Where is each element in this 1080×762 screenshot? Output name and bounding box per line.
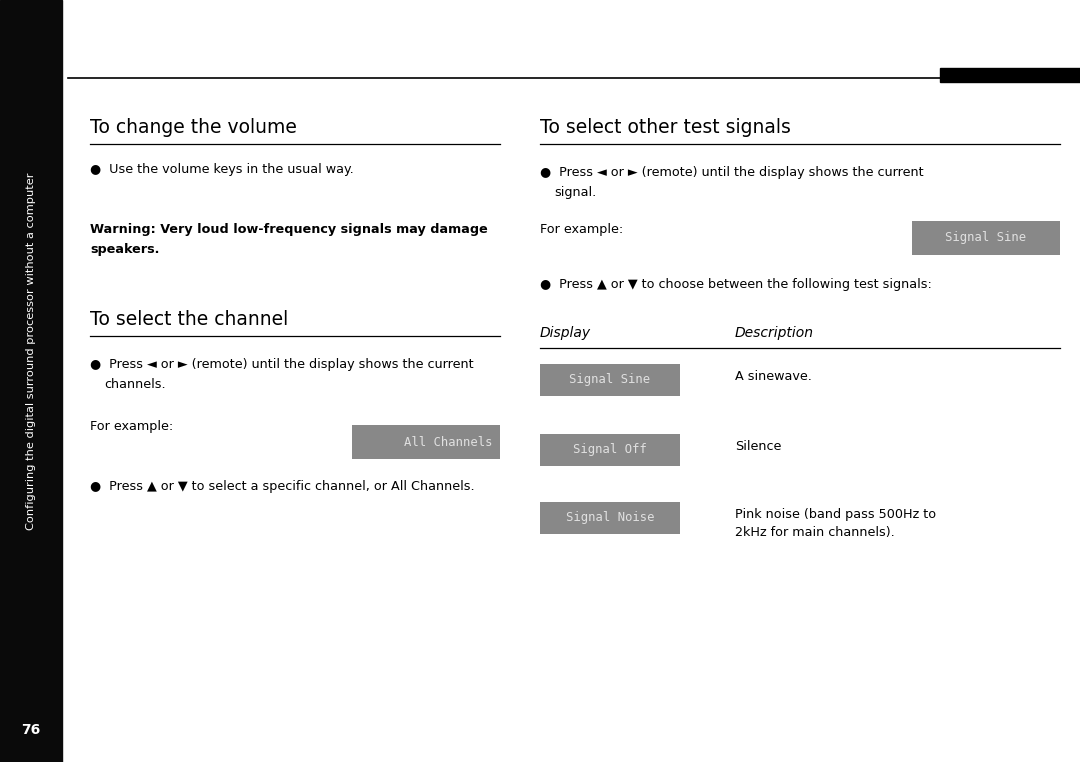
Text: Silence: Silence [735, 440, 781, 453]
Text: For example:: For example: [90, 420, 173, 433]
Bar [540, 364, 680, 396]
Text: ●  Press ◄ or ► (remote) until the display shows the current: ● Press ◄ or ► (remote) until the displa… [540, 166, 923, 179]
Text: Pink noise (band pass 500Hz to: Pink noise (band pass 500Hz to [735, 508, 936, 521]
Bar [540, 502, 680, 534]
Bar [912, 221, 1059, 255]
Text: A sinewave.: A sinewave. [735, 370, 812, 383]
Text: 2kHz for main channels).: 2kHz for main channels). [735, 526, 894, 539]
Text: ●  Use the volume keys in the usual way.: ● Use the volume keys in the usual way. [90, 163, 354, 176]
Text: Signal Sine: Signal Sine [569, 373, 650, 386]
Text: Configuring the digital surround processor without a computer: Configuring the digital surround process… [26, 172, 36, 530]
Text: ●  Press ▲ or ▼ to choose between the following test signals:: ● Press ▲ or ▼ to choose between the fol… [540, 278, 932, 291]
Text: All Channels: All Channels [404, 436, 492, 449]
Text: Description: Description [735, 326, 814, 340]
Text: Display: Display [540, 326, 591, 340]
Text: Warning: Very loud low-frequency signals may damage: Warning: Very loud low-frequency signals… [90, 223, 488, 236]
Text: Signal Off: Signal Off [573, 443, 647, 456]
Text: speakers.: speakers. [90, 243, 160, 256]
Bar [540, 434, 680, 466]
Text: Signal Noise: Signal Noise [566, 511, 654, 524]
Text: To change the volume: To change the volume [90, 118, 297, 137]
Text: channels.: channels. [104, 378, 165, 391]
Text: Signal Sine: Signal Sine [945, 232, 1027, 245]
Text: To select other test signals: To select other test signals [540, 118, 791, 137]
Bar [940, 68, 1080, 82]
Text: ●  Press ▲ or ▼ to select a specific channel, or All Channels.: ● Press ▲ or ▼ to select a specific chan… [90, 480, 474, 493]
Bar [352, 425, 500, 459]
Text: To select the channel: To select the channel [90, 310, 288, 329]
Text: ●  Press ◄ or ► (remote) until the display shows the current: ● Press ◄ or ► (remote) until the displa… [90, 358, 474, 371]
Text: 76: 76 [22, 723, 41, 737]
Bar [0, 0, 62, 762]
Text: signal.: signal. [554, 186, 596, 199]
Text: For example:: For example: [540, 223, 623, 236]
